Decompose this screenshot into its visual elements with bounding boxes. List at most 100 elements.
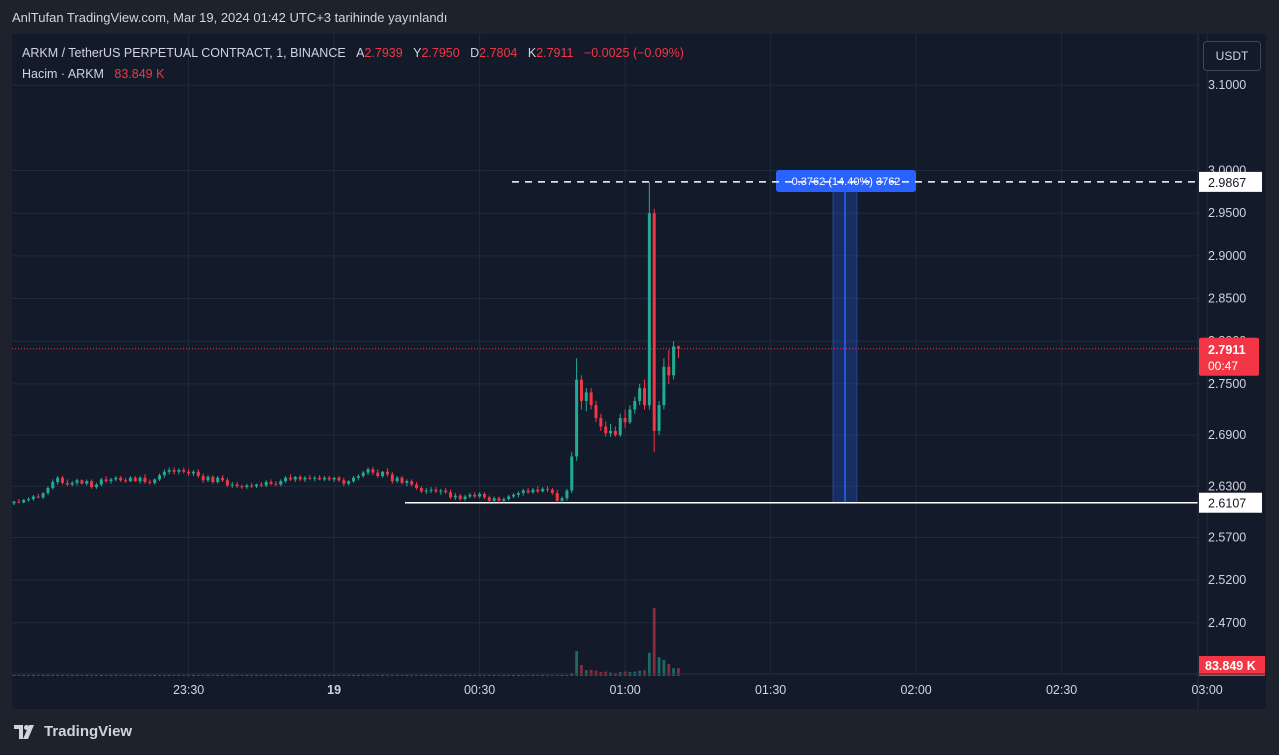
symbol-name[interactable]: ARKM / TetherUS PERPETUAL CONTRACT, 1, B… xyxy=(22,46,346,60)
price-tick-label: 2.6900 xyxy=(1208,428,1246,442)
candle-body xyxy=(487,497,491,501)
candle-body xyxy=(264,482,268,486)
volume-bar xyxy=(444,675,448,676)
volume-bar xyxy=(17,675,21,676)
volume-bar xyxy=(405,675,409,676)
change-value: −0.0025 (−0.09%) xyxy=(583,46,684,60)
time-tick-label: 03:00 xyxy=(1191,683,1222,697)
time-tick-label: 23:30 xyxy=(173,683,204,697)
volume-bar xyxy=(61,675,64,676)
current-price-tag-bg xyxy=(1199,337,1259,376)
chart-frame[interactable]: 0.3762 (14.40%) 3762 3.1000 3.0000 2.9500 2.… xyxy=(12,34,1266,709)
volume-bar xyxy=(327,675,331,676)
branding-text: TradingView xyxy=(44,723,133,740)
volume-bar xyxy=(158,675,161,676)
candle-body xyxy=(167,470,171,472)
candle-body xyxy=(128,477,132,482)
candle-body xyxy=(555,493,559,501)
candle-body xyxy=(618,418,622,436)
candle-body xyxy=(473,494,477,497)
candle-body xyxy=(609,430,613,434)
candle-body xyxy=(235,484,239,487)
volume-bar xyxy=(162,675,166,676)
time-tick-label: 01:30 xyxy=(755,683,786,697)
volume-bar xyxy=(240,675,244,676)
volume-bar xyxy=(235,675,239,676)
candle-body xyxy=(662,366,666,406)
candle-body xyxy=(225,480,229,486)
candle-body xyxy=(531,489,535,493)
time-tick-label: 01:00 xyxy=(609,683,640,697)
volume-bar xyxy=(250,675,254,676)
tradingview-logo[interactable]: TradingView xyxy=(14,723,132,740)
volume-bar xyxy=(196,675,200,676)
line-price-tag-bg xyxy=(1199,171,1262,192)
volume-bar xyxy=(531,675,535,676)
volume-bar xyxy=(453,675,457,676)
volume-bar xyxy=(318,675,321,676)
volume-bar xyxy=(439,675,443,676)
volume-bar xyxy=(201,675,205,676)
volume-bar xyxy=(415,675,418,676)
candle-body xyxy=(419,487,423,492)
candle-body xyxy=(221,477,225,481)
volume-bar xyxy=(347,675,351,676)
candle-body xyxy=(657,405,661,431)
volume-bar xyxy=(85,675,89,676)
measure-label-bg xyxy=(776,170,916,192)
time-tick-label: 02:30 xyxy=(1046,683,1077,697)
candle-body xyxy=(439,490,443,492)
candle-body xyxy=(434,489,438,492)
candle-body xyxy=(12,501,16,504)
volume-bar xyxy=(104,675,108,676)
volume-bar xyxy=(449,675,452,676)
candle-body xyxy=(308,477,312,479)
volume-bar xyxy=(497,675,501,676)
candle-body xyxy=(133,477,137,482)
volume-bar xyxy=(153,675,157,676)
candle-body xyxy=(177,470,181,472)
candle-body xyxy=(652,213,656,431)
candle-body xyxy=(182,470,186,472)
candle-body xyxy=(579,379,583,401)
volume-bar xyxy=(148,675,152,676)
candle-body xyxy=(347,481,351,484)
volume-bar xyxy=(356,675,360,676)
candle-body xyxy=(318,477,322,480)
line-price-tag: 2.6107 xyxy=(1208,497,1246,511)
volume-bar xyxy=(662,659,666,676)
volume-bar xyxy=(492,675,496,676)
volume-bar xyxy=(27,675,30,676)
volume-bar xyxy=(187,675,190,676)
volume-bar xyxy=(226,675,229,676)
candle-body xyxy=(119,477,123,481)
candle-body xyxy=(376,472,380,477)
candle-body xyxy=(575,379,579,457)
candle-body xyxy=(65,482,69,485)
countdown-tag: 00:47 xyxy=(1208,359,1238,373)
candle-body xyxy=(449,492,452,498)
volume-bar xyxy=(109,675,113,676)
volume-label[interactable]: Hacim · ARKM xyxy=(22,67,104,81)
volume-bar xyxy=(51,675,55,676)
price-tick-label: 2.6300 xyxy=(1208,479,1246,493)
volume-bar xyxy=(216,675,220,676)
candle-body xyxy=(99,479,103,485)
candle-body xyxy=(366,469,370,473)
volume-bar xyxy=(395,675,399,676)
candle-body xyxy=(492,498,496,501)
candle-body xyxy=(337,477,341,481)
volume-bar xyxy=(56,675,60,676)
candle-body xyxy=(638,388,642,401)
chart-canvas[interactable]: 0.3762 (14.40%) 37623.10003.00002.95002.… xyxy=(12,34,1266,709)
volume-bar xyxy=(420,675,423,676)
currency-button[interactable]: USDT xyxy=(1203,41,1261,71)
candle-body xyxy=(599,418,603,427)
volume-legend: Hacim · ARKM 83.849 K xyxy=(22,67,164,81)
volume-bar xyxy=(211,675,215,676)
candle-body xyxy=(162,471,166,476)
line-price-tag-bg xyxy=(1199,492,1262,513)
volume-tag: 83.849 K xyxy=(1205,659,1256,673)
volume-bar xyxy=(507,675,511,676)
volume-bar xyxy=(332,675,336,676)
